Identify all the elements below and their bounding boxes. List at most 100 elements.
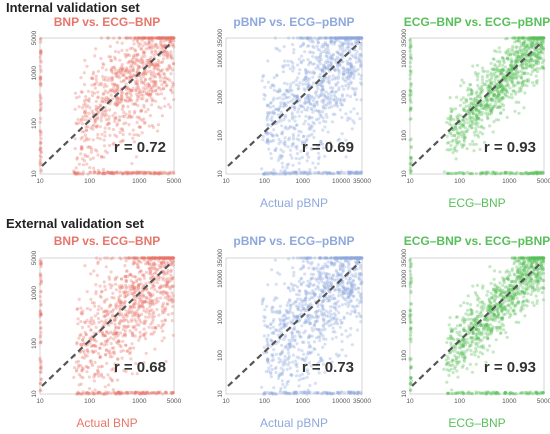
scatter-point [355,38,360,42]
scatter-point [75,122,79,126]
scatter-point [344,75,349,79]
scatter-point [118,313,122,317]
scatter-point [113,319,117,323]
scatter-point [341,256,345,260]
scatter-point [474,91,478,96]
scatter-point [119,80,123,84]
scatter-point [38,370,42,374]
scatter-point [39,388,43,392]
scatter-point [124,343,128,347]
scatter-point [79,172,83,176]
scatter-point [320,36,325,40]
scatter-point [330,297,334,301]
scatter-point [103,299,107,303]
scatter-point [339,293,343,297]
scatter-point [83,102,87,106]
scatter-point [300,155,304,159]
scatter-point [306,58,310,62]
scatter-point [82,349,86,353]
scatter-point [164,306,168,310]
scatter-point [114,392,118,396]
scatter-point [316,40,320,44]
scatter-point [141,90,145,94]
scatter-point [152,170,156,174]
scatter-point [510,73,515,77]
scatter-point [157,170,161,174]
scatter-point [128,284,132,288]
scatter-point [357,55,361,59]
scatter-point [302,367,307,371]
scatter-point [353,256,357,260]
scatter-point [480,125,484,129]
scatter-point [116,85,120,89]
scatter-point [283,314,287,318]
scatter-point [532,36,537,40]
scatter-point [83,114,87,118]
scatter-point [478,130,482,134]
scatter-point [512,84,516,88]
scatter-point [165,68,169,72]
scatter-point [123,334,127,338]
scatter-point [106,337,110,341]
scatter-point [317,75,321,79]
scatter-point [169,256,173,260]
scatter-point [149,62,153,66]
scatter-point [137,270,141,275]
scatter-point [328,102,332,106]
scatter-point [513,58,517,62]
scatter-point [148,36,152,40]
scatter-point [149,72,153,76]
scatter-point [100,113,104,117]
scatter-point [446,116,450,121]
scatter-point [316,286,320,290]
scatter-point [306,94,311,98]
scatter-point [356,304,360,308]
scatter-point [269,171,273,175]
scatter-point [355,36,359,40]
scatter-point [505,115,509,119]
scatter-point [88,117,92,121]
scatter-point [75,170,80,174]
scatter-point [137,36,141,40]
scatter-point [455,117,459,122]
scatter-point [131,311,135,315]
scatter-point [503,77,508,82]
scatter-point [474,107,478,111]
scatter-point [539,56,543,60]
scatter-point [465,147,469,151]
scatter-point [345,36,350,40]
scatter-point [160,323,165,327]
scatter-point [341,66,346,70]
scatter-point [90,316,94,320]
scatter-point [505,69,509,74]
scatter-point [313,108,318,112]
scatter-point [350,67,354,71]
scatter-point [38,148,42,152]
scatter-point [542,58,546,63]
scatter-point [502,75,506,79]
scatter-point [306,36,310,40]
scatter-point [119,277,124,281]
scatter-point [408,49,412,53]
scatter-point [157,172,161,176]
scatter-point [357,391,361,395]
scatter-point [451,107,455,111]
scatter-point [124,286,128,290]
scatter-point [151,283,155,287]
scatter-point [133,311,137,315]
scatter-point [341,66,345,70]
scatter-point [157,263,161,267]
scatter-point [310,94,314,98]
scatter-point [131,102,135,106]
scatter-point [317,256,322,260]
scatter-point [469,92,473,97]
scatter-point [155,281,159,285]
scatter-point [87,387,92,391]
scatter-point [508,69,512,73]
scatter-point [150,326,155,330]
scatter-point [350,309,354,313]
scatter-point [296,76,300,80]
scatter-point [335,102,339,106]
scatter-point [156,267,160,272]
scatter-point [342,316,346,321]
